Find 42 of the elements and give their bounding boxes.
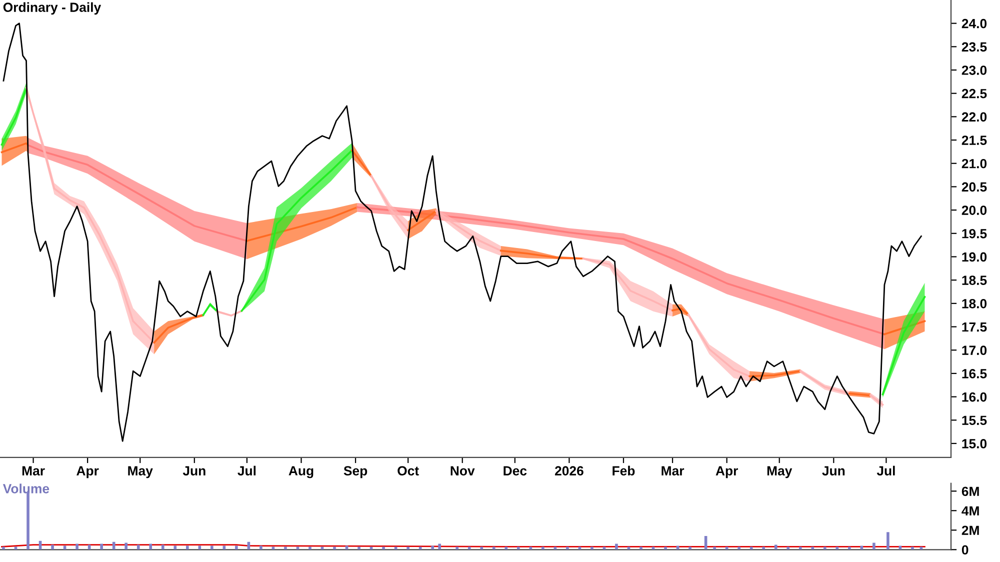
y-tick-label: 17.5 — [962, 322, 987, 332]
y-tick-label: 20.0 — [962, 206, 987, 215]
y-tick-label: 19.0 — [962, 252, 987, 262]
x-tick-label: Aug — [288, 466, 314, 478]
x-tick-label: May — [767, 466, 792, 478]
x-tick-label: Feb — [612, 466, 635, 476]
y-tick-label: 24.0 — [962, 18, 987, 28]
y-tick-label: 15.0 — [962, 439, 987, 448]
x-tick-label: May — [128, 466, 153, 478]
y-tick-label: 19.5 — [962, 228, 987, 238]
y-tick-label: 21.5 — [962, 136, 987, 145]
y-tick-label: 22.5 — [962, 88, 987, 98]
y-tick-label: 18.5 — [962, 276, 987, 285]
y-tick-label: 16.0 — [962, 392, 987, 402]
x-tick-label: Apr — [76, 466, 99, 478]
y-tick-label: 23.5 — [962, 42, 987, 52]
x-tick-label: Mar — [662, 466, 684, 476]
y-tick-label: 6M — [962, 486, 979, 496]
chart-title: Volume — [2, 484, 50, 494]
x-tick-label: Sep — [344, 466, 368, 478]
x-tick-label: Jul — [238, 466, 256, 476]
y-tick-label: 21.0 — [962, 158, 987, 168]
chart-title: Ordinary - Daily — [3, 2, 102, 15]
x-tick-label: Jun — [822, 466, 845, 476]
x-tick-label: Oct — [398, 466, 419, 476]
x-tick-label: 2026 — [554, 466, 584, 476]
x-tick-label: Nov — [450, 466, 475, 476]
y-tick-label: 22.0 — [962, 112, 987, 122]
y-tick-label: 16.5 — [962, 369, 987, 378]
y-tick-label: 17.0 — [962, 346, 987, 356]
x-tick-label: Jul — [876, 466, 895, 476]
x-tick-label: Mar — [22, 466, 45, 476]
x-tick-label: Dec — [504, 466, 527, 476]
y-tick-label: 20.5 — [962, 182, 987, 192]
y-tick-label: 4M — [962, 506, 979, 516]
y-tick-label: 2M — [962, 526, 979, 535]
x-tick-label: Jun — [182, 466, 206, 476]
y-tick-label: 23.0 — [962, 66, 987, 75]
x-tick-label: Apr — [716, 466, 738, 478]
y-tick-label: 18.0 — [962, 298, 987, 308]
y-tick-label: 15.5 — [962, 416, 987, 426]
y-tick-label: 0 — [962, 545, 968, 555]
